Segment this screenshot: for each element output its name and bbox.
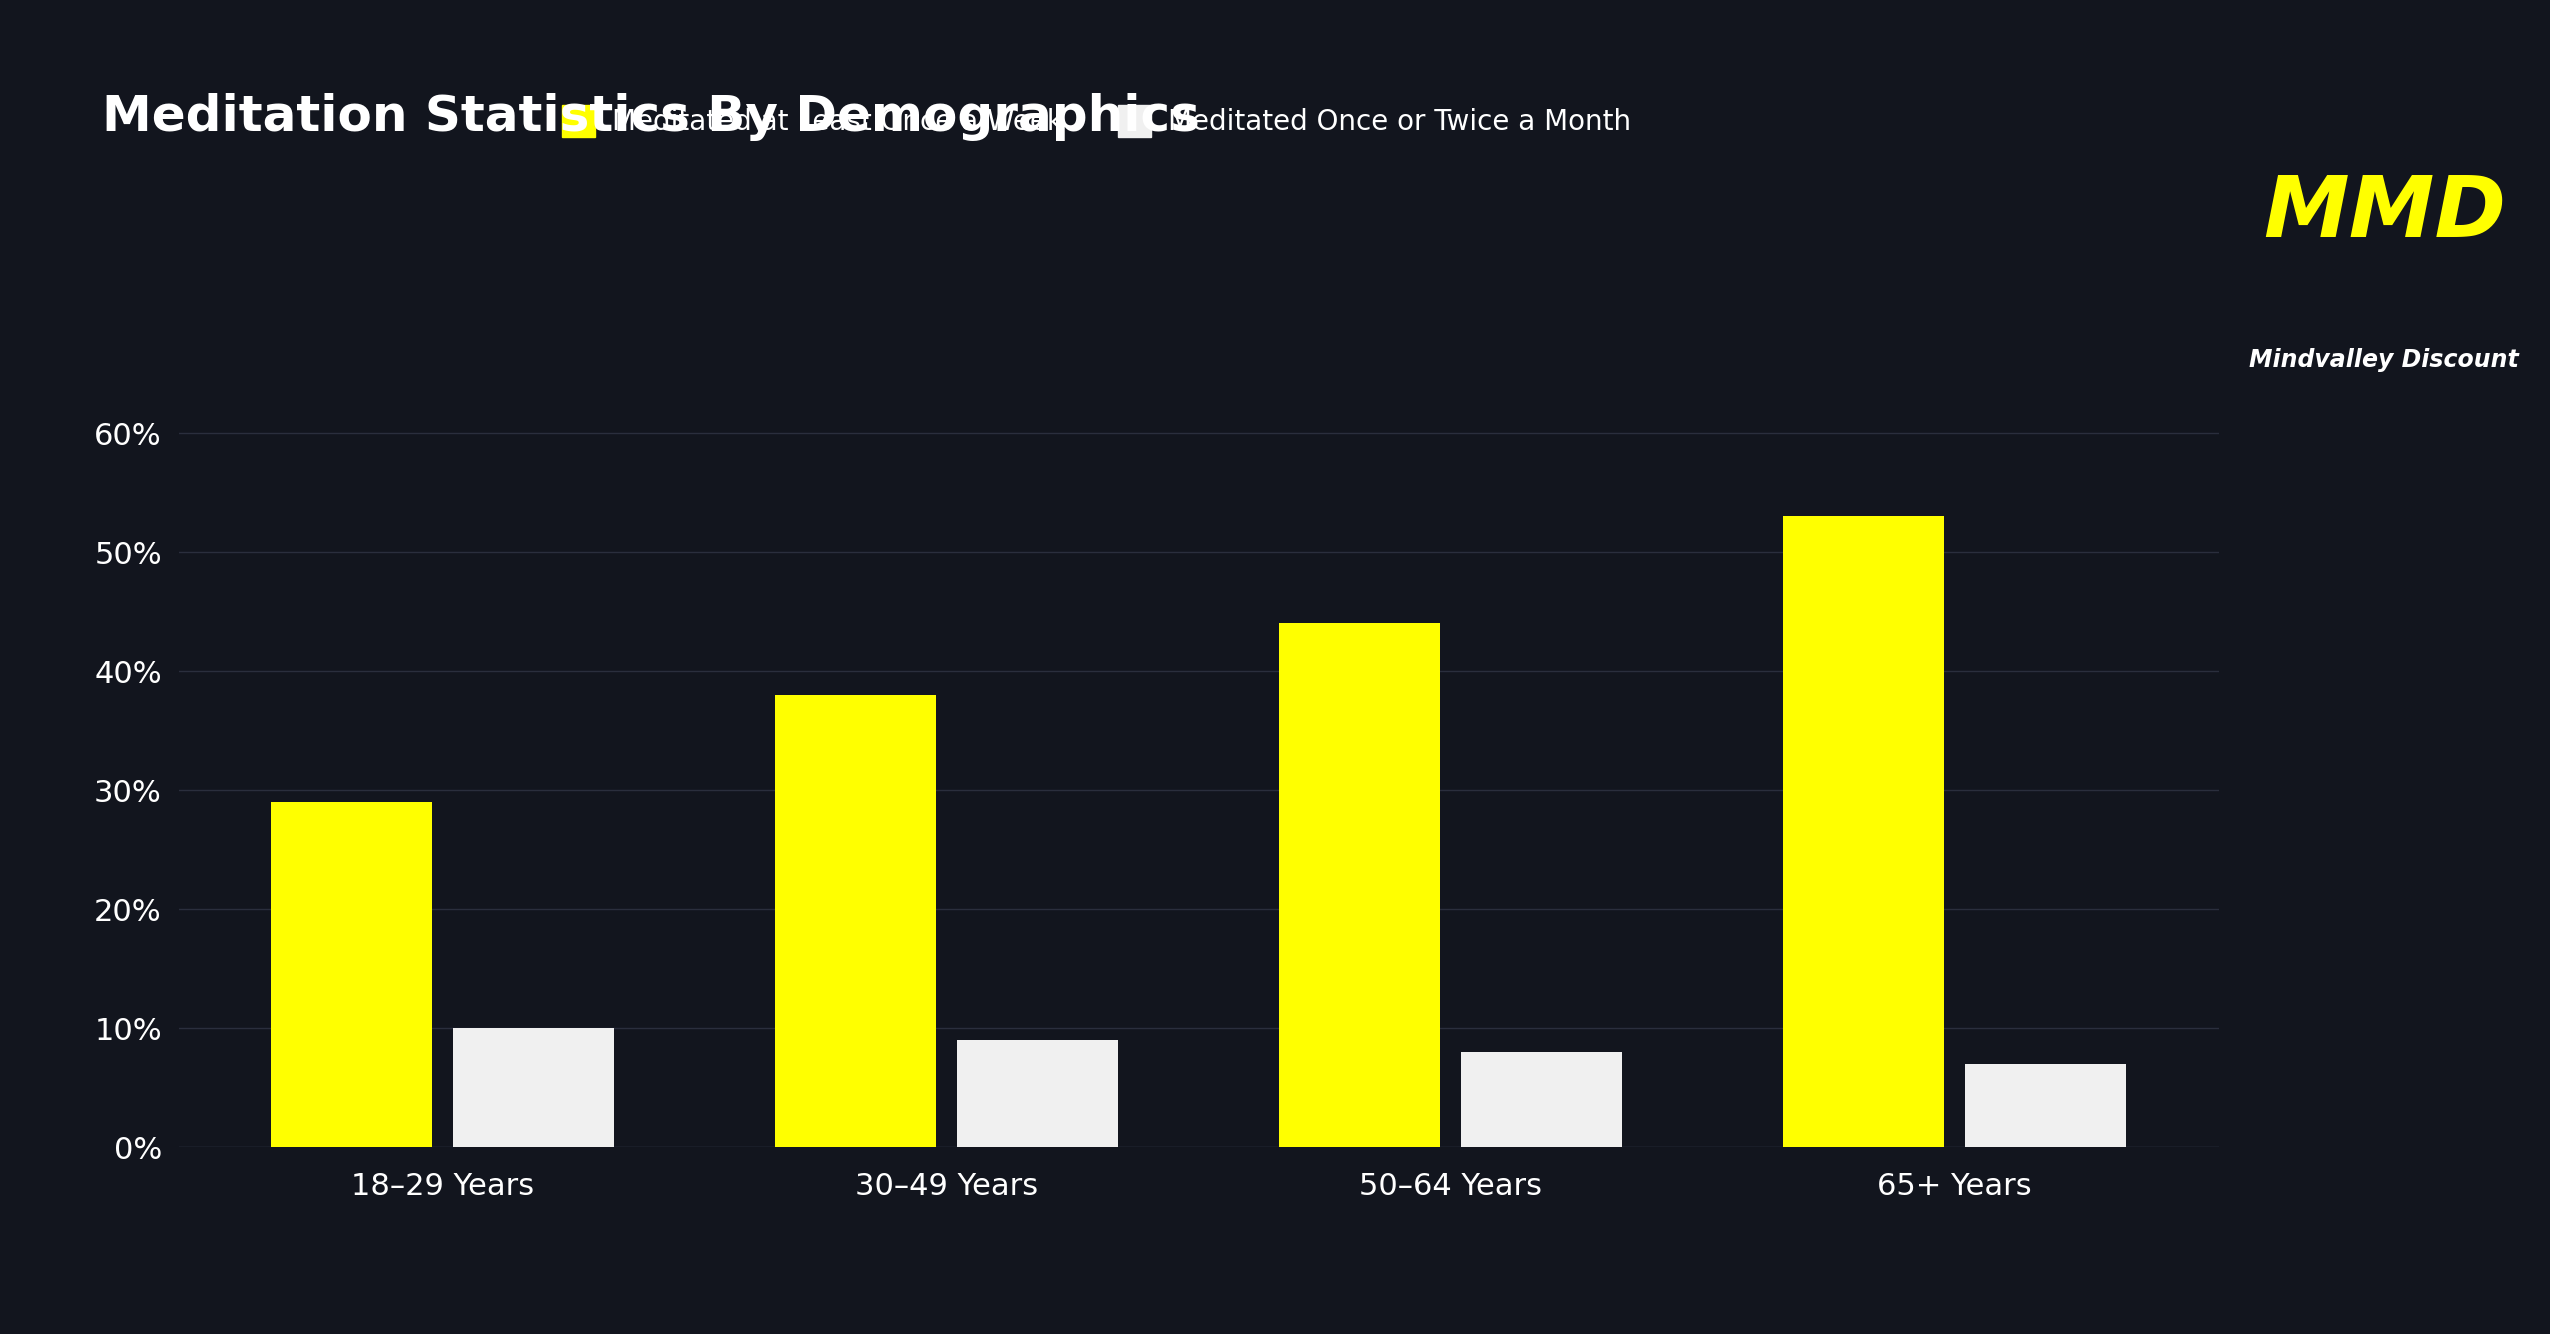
Text: Mindvalley Discount: Mindvalley Discount — [2249, 348, 2519, 372]
Bar — [1782, 516, 1943, 1147]
Bar — [956, 1041, 1117, 1147]
Bar — [775, 695, 936, 1147]
Bar — [1964, 1065, 2127, 1147]
Text: MMD: MMD — [2262, 172, 2507, 255]
Bar — [1461, 1053, 1622, 1147]
Text: Meditation Statistics By Demographics: Meditation Statistics By Demographics — [102, 93, 1201, 141]
Bar — [1280, 623, 1441, 1147]
Legend: Meditated at Least Once a Week, Meditated Once or Twice a Month: Meditated at Least Once a Week, Meditate… — [551, 93, 1642, 148]
Bar — [270, 802, 434, 1147]
Bar — [454, 1029, 615, 1147]
